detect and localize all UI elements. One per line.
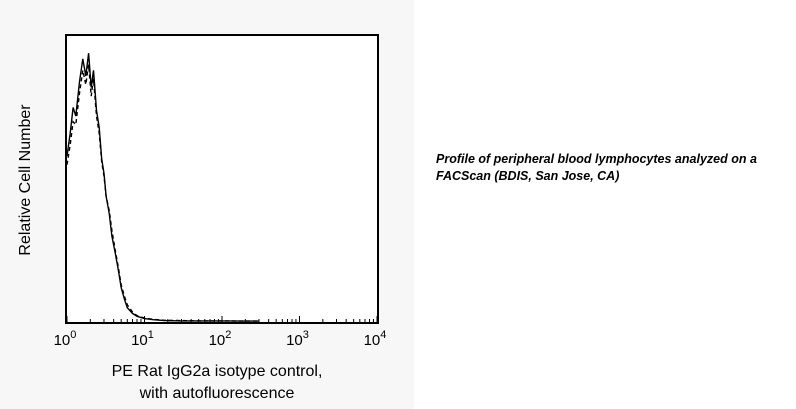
tick-layer: 100 101 102 103 104 bbox=[54, 316, 387, 349]
x-tick-label: 102 bbox=[209, 329, 232, 349]
x-tick-label: 103 bbox=[286, 329, 309, 349]
histogram-chart: 100 101 102 103 104 Relative Cell Number PE … bbox=[17, 34, 387, 402]
x-axis-label-line-1: PE Rat IgG2a isotype control, bbox=[112, 363, 323, 380]
y-axis-label: Relative Cell Number bbox=[17, 104, 34, 256]
x-axis-label-line-2: with autofluorescence bbox=[139, 385, 295, 402]
x-tick-label: 104 bbox=[364, 329, 387, 349]
x-tick-label: 100 bbox=[54, 329, 77, 349]
series-layer bbox=[66, 53, 259, 322]
plot-frame bbox=[65, 34, 379, 324]
histogram-series-dashed bbox=[66, 64, 259, 322]
figure-caption: Profile of peripheral blood lymphocytes … bbox=[436, 151, 791, 185]
caption-line-1: Profile of peripheral blood lymphocytes … bbox=[436, 152, 757, 166]
x-tick-label: 101 bbox=[131, 329, 154, 349]
caption-line-2: FACScan (BDIS, San Jose, CA) bbox=[436, 169, 620, 183]
